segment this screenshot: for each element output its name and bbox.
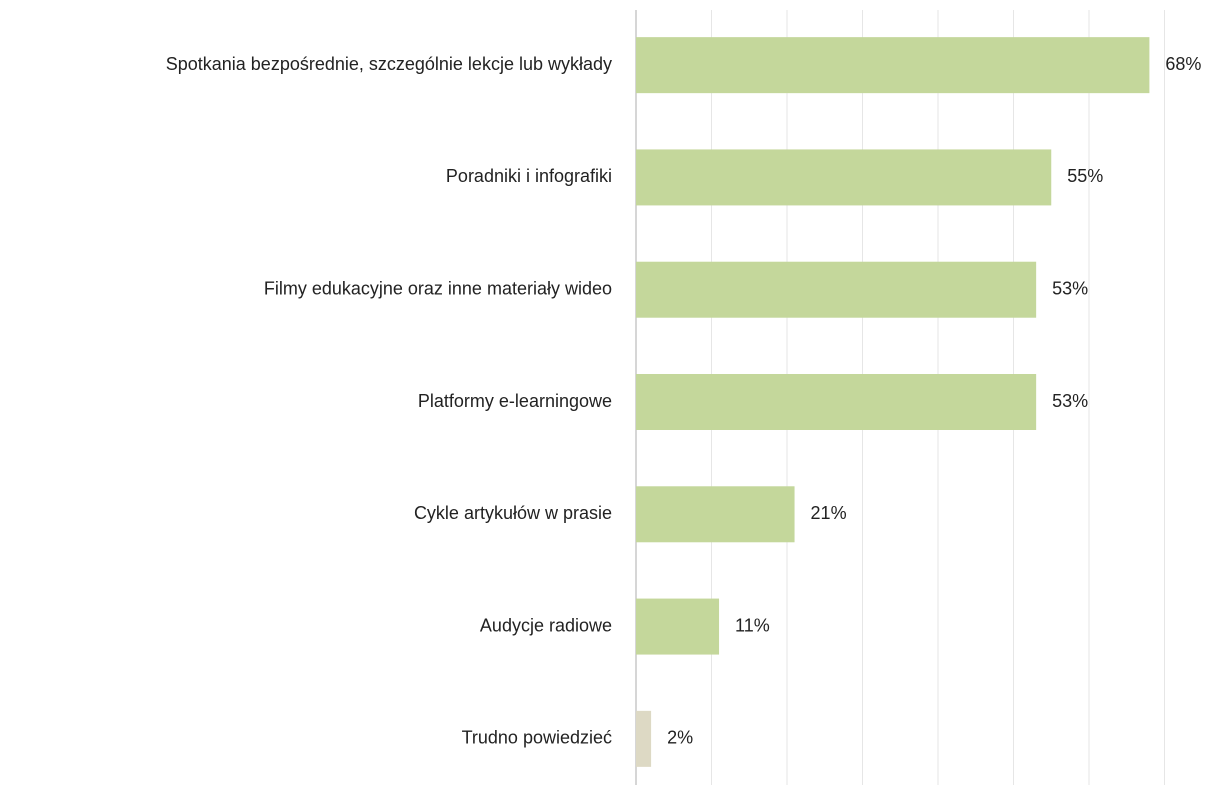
value-label: 21%: [811, 503, 847, 523]
bar: [636, 486, 795, 543]
category-label: Trudno powiedzieć: [462, 728, 612, 748]
category-label: Platformy e-learningowe: [418, 391, 612, 411]
bar: [636, 374, 1037, 430]
category-label: Filmy edukacyjne oraz inne materiały wid…: [264, 278, 612, 298]
bar: [636, 710, 652, 767]
value-label: 53%: [1052, 391, 1088, 411]
bar: [636, 598, 720, 655]
value-label: 55%: [1067, 166, 1103, 186]
value-label: 11%: [735, 615, 770, 635]
bar: [636, 261, 1037, 318]
category-label: Cykle artykułów w prasie: [414, 503, 612, 523]
category-label: Audycje radiowe: [480, 615, 612, 635]
category-label: Spotkania bezpośrednie, szczególnie lekc…: [166, 54, 612, 74]
value-label: 68%: [1165, 54, 1201, 74]
category-label: Poradniki i infografiki: [446, 166, 612, 186]
value-label: 53%: [1052, 278, 1088, 298]
bar: [636, 149, 1052, 206]
bar: [636, 37, 1150, 94]
value-label: 2%: [667, 728, 693, 748]
